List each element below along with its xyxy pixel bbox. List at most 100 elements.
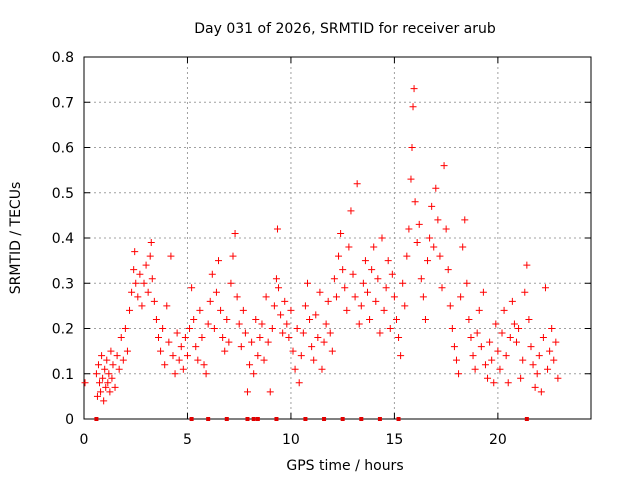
axis-ticks: 0 0.1 0.2 0.3 0.4 0.5 0.6 0.7 0.8 0 5 10 15 20 <box>52 50 591 448</box>
data-point <box>548 325 556 332</box>
data-point <box>355 320 363 328</box>
y-tick-label: 0.5 <box>52 186 74 202</box>
data-point <box>498 329 506 337</box>
data-point <box>380 306 388 314</box>
data-point <box>525 315 533 323</box>
data-point <box>165 338 173 346</box>
data-point <box>281 297 289 305</box>
data-point <box>128 288 136 296</box>
baseline-marker <box>255 417 260 421</box>
data-point <box>469 352 477 360</box>
data-point <box>121 325 129 332</box>
data-point <box>324 297 332 305</box>
data-point <box>457 293 465 301</box>
data-point <box>345 243 353 251</box>
data-point <box>275 284 283 292</box>
baseline-marker <box>245 417 250 421</box>
data-point <box>223 315 231 323</box>
data-point <box>217 306 225 314</box>
data-point <box>157 347 165 355</box>
data-point <box>105 370 113 378</box>
data-point <box>246 361 254 369</box>
data-point <box>450 343 458 351</box>
baseline-marker <box>340 417 345 421</box>
data-point <box>312 311 320 319</box>
y-tick-label: 0.8 <box>52 50 74 66</box>
data-point <box>546 347 554 355</box>
data-point <box>190 315 198 323</box>
data-point <box>339 266 347 274</box>
data-point <box>147 239 155 247</box>
data-point <box>241 329 249 337</box>
data-point <box>233 293 241 301</box>
data-point <box>306 315 314 323</box>
data-point <box>308 343 316 351</box>
baseline-marker <box>396 417 401 421</box>
data-point <box>376 329 384 337</box>
data-point <box>541 284 549 292</box>
data-point <box>386 325 394 332</box>
data-point <box>229 252 237 260</box>
data-point <box>256 334 264 342</box>
data-point <box>119 356 127 364</box>
data-point <box>343 306 351 314</box>
data-point <box>353 180 361 188</box>
data-point <box>544 365 552 373</box>
data-point <box>539 334 547 342</box>
data-point <box>506 334 514 342</box>
data-point <box>188 284 196 292</box>
data-point <box>533 370 541 378</box>
data-point <box>221 347 229 355</box>
x-tick-label: 20 <box>489 432 507 448</box>
data-point <box>192 343 200 351</box>
data-point <box>337 229 345 237</box>
data-point <box>196 306 204 314</box>
data-point <box>231 229 239 237</box>
data-point <box>508 297 516 305</box>
x-tick-label: 15 <box>385 432 403 448</box>
data-point <box>258 320 266 328</box>
data-point <box>502 352 510 360</box>
data-point <box>206 297 214 305</box>
y-tick-label: 0.6 <box>52 141 74 157</box>
data-point <box>388 270 396 278</box>
data-point <box>459 243 467 251</box>
data-point <box>93 392 101 400</box>
data-point <box>98 352 106 360</box>
data-point <box>411 198 419 206</box>
data-point <box>426 234 434 242</box>
data-point <box>407 175 415 183</box>
data-point <box>131 248 139 256</box>
data-point <box>378 234 386 242</box>
data-point <box>126 306 134 314</box>
data-point <box>370 243 378 251</box>
data-point <box>364 288 372 296</box>
data-point <box>322 320 330 328</box>
y-tick-label: 0.4 <box>52 231 74 247</box>
data-point <box>421 315 429 323</box>
data-point <box>194 356 202 364</box>
data-point <box>106 388 114 396</box>
data-point <box>436 252 444 260</box>
data-point <box>254 352 262 360</box>
data-point <box>264 338 272 346</box>
data-point <box>434 216 442 224</box>
y-tick-label: 0.2 <box>52 322 74 338</box>
data-point <box>448 325 456 332</box>
data-point <box>142 261 150 269</box>
data-point <box>359 279 367 287</box>
data-point <box>243 388 251 396</box>
data-point <box>115 365 123 373</box>
data-point <box>268 325 276 332</box>
data-point <box>481 361 489 369</box>
data-point <box>374 275 382 283</box>
data-point <box>169 352 177 360</box>
data-point <box>384 257 392 265</box>
data-point <box>535 352 543 360</box>
data-point <box>326 329 334 337</box>
data-point <box>173 329 181 337</box>
data-point <box>138 302 146 310</box>
data-point <box>330 275 338 283</box>
y-tick-label: 0.7 <box>52 95 74 111</box>
data-point <box>136 270 144 278</box>
